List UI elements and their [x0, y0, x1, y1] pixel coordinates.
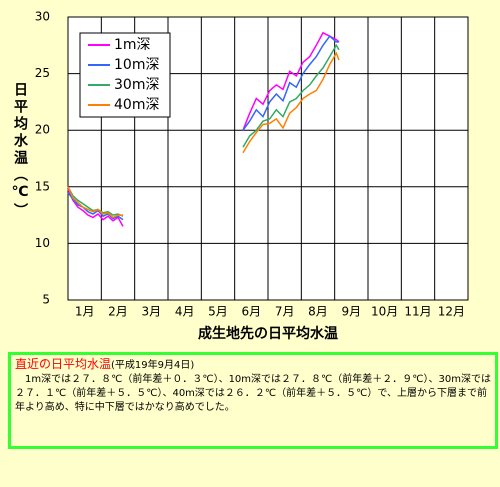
y-tick-label: 20	[35, 123, 50, 137]
x-tick-label: 3月	[142, 305, 162, 319]
legend-label: 10m深	[114, 57, 159, 73]
x-tick-label: 7月	[275, 305, 295, 319]
series-line	[67, 35, 339, 221]
x-tick-label: 8月	[308, 305, 328, 319]
legend-box	[79, 32, 171, 118]
y-tick-label: 25	[35, 66, 50, 80]
notice-body: 1m深では２７．８℃（前年差＋０．３℃）、10m深では２７．８℃（前年差＋２．９…	[15, 374, 491, 413]
x-tick-label: 10月	[371, 305, 398, 319]
x-tick-label: 2月	[108, 305, 128, 319]
x-tick-label: 1月	[75, 305, 95, 319]
y-tick-label: 10	[35, 236, 50, 250]
chart: 成生地先の日平均水温 5 10 15 20 25 30 1月 2月 3月 4月 5月 6月 7月 8月 9月…	[35, 10, 469, 342]
x-tick-label: 11月	[404, 305, 431, 319]
notice-date: (平成19年9月4日)	[111, 360, 195, 371]
series-line	[67, 31, 340, 227]
series-line	[67, 51, 340, 219]
notice-title: 直近の日平均水温	[15, 357, 112, 371]
x-tick-label: 12月	[438, 305, 465, 319]
legend-label: 40m深	[114, 97, 159, 113]
x-tick-label: 9月	[342, 305, 362, 319]
y-tick-label: 30	[35, 10, 50, 24]
y-axis-label: 日平均水温（℃）	[12, 82, 28, 220]
x-tick-label: 4月	[175, 305, 195, 319]
notice: 直近の日平均水温(平成19年9月4日) 1m深では２７．８℃（前年差＋０．３℃）…	[8, 352, 498, 449]
y-tick-label: 5	[42, 293, 50, 307]
x-tick-label: 5月	[208, 305, 228, 319]
y-tick-label: 15	[35, 179, 50, 193]
x-tick-label: 6月	[242, 305, 262, 319]
legend-label: 1m深	[114, 37, 151, 53]
chart-title: 成生地先の日平均水温	[198, 325, 338, 342]
legend-label: 30m深	[114, 77, 159, 93]
